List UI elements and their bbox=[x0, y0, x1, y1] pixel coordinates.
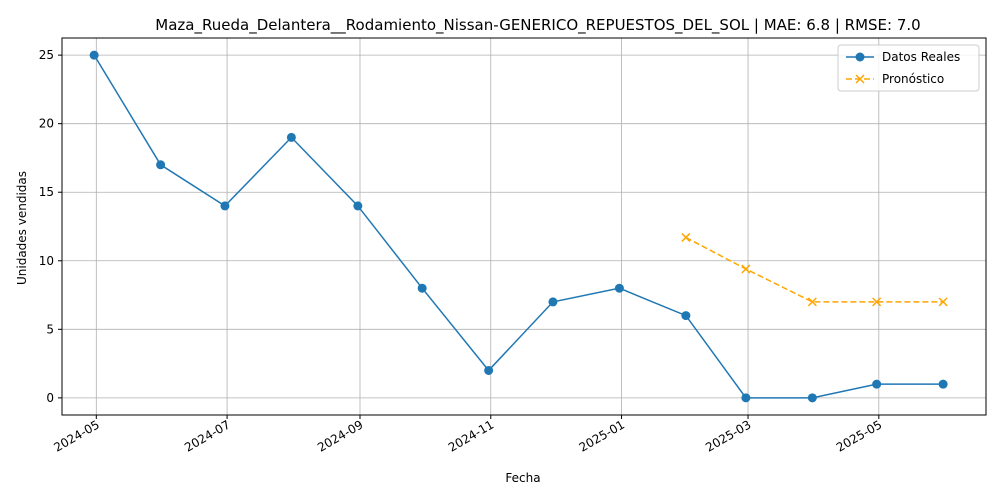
series-forecast bbox=[681, 232, 948, 307]
data-point bbox=[286, 132, 296, 142]
series-line bbox=[93, 54, 944, 399]
legend-marker bbox=[855, 52, 865, 62]
grid bbox=[62, 38, 986, 415]
data-point bbox=[872, 379, 882, 389]
data-point bbox=[484, 365, 494, 375]
y-tick-label: 25 bbox=[39, 48, 54, 62]
x-tick-label: 2024-07 bbox=[182, 417, 232, 454]
data-point bbox=[220, 201, 230, 211]
x-axis-ticks: 2024-05 2024-07 2024-09 2024-11 2025-01 2025-… bbox=[51, 415, 884, 455]
y-tick-label: 15 bbox=[39, 185, 54, 199]
x-axis-label: Fecha bbox=[505, 471, 540, 485]
data-point bbox=[807, 297, 817, 307]
legend-marker bbox=[855, 74, 865, 84]
data-point bbox=[807, 393, 817, 403]
data-point bbox=[741, 393, 751, 403]
legend: Datos Reales Pronóstico bbox=[837, 44, 980, 92]
y-tick-label: 0 bbox=[46, 391, 54, 405]
data-point bbox=[89, 50, 99, 60]
x-tick-label: 2024-11 bbox=[446, 417, 496, 454]
y-tick-label: 20 bbox=[39, 117, 54, 131]
data-point bbox=[681, 311, 691, 321]
data-point bbox=[938, 379, 948, 389]
data-point bbox=[353, 201, 363, 211]
data-point bbox=[681, 232, 691, 242]
y-axis-label: Unidades vendidas bbox=[15, 171, 29, 285]
data-point bbox=[417, 283, 427, 293]
x-tick-label: 2024-09 bbox=[315, 417, 365, 454]
data-point bbox=[938, 297, 948, 307]
series-line bbox=[685, 236, 944, 303]
data-point bbox=[614, 283, 624, 293]
data-point bbox=[548, 297, 558, 307]
y-tick-label: 10 bbox=[39, 254, 54, 268]
y-tick-label: 5 bbox=[46, 322, 54, 336]
data-point bbox=[872, 297, 882, 307]
data-point bbox=[156, 160, 166, 170]
series-layer bbox=[89, 50, 948, 403]
legend-entry: Datos Reales bbox=[846, 50, 960, 64]
x-tick-label: 2025-05 bbox=[834, 417, 884, 454]
x-tick-label: 2024-05 bbox=[51, 417, 101, 454]
series-actual bbox=[89, 50, 948, 403]
chart-title: Maza_Rueda_Delantera__Rodamiento_Nissan-… bbox=[155, 16, 920, 35]
data-point bbox=[741, 264, 751, 274]
legend-entry: Pronóstico bbox=[846, 72, 944, 86]
x-tick-label: 2025-03 bbox=[703, 417, 753, 454]
plot-area-frame bbox=[61, 37, 987, 416]
legend-label: Pronóstico bbox=[882, 72, 944, 86]
y-axis-ticks: 0 5 10 15 20 25 bbox=[39, 48, 62, 405]
x-tick-label: 2025-01 bbox=[577, 417, 627, 454]
legend-label: Datos Reales bbox=[882, 50, 960, 64]
